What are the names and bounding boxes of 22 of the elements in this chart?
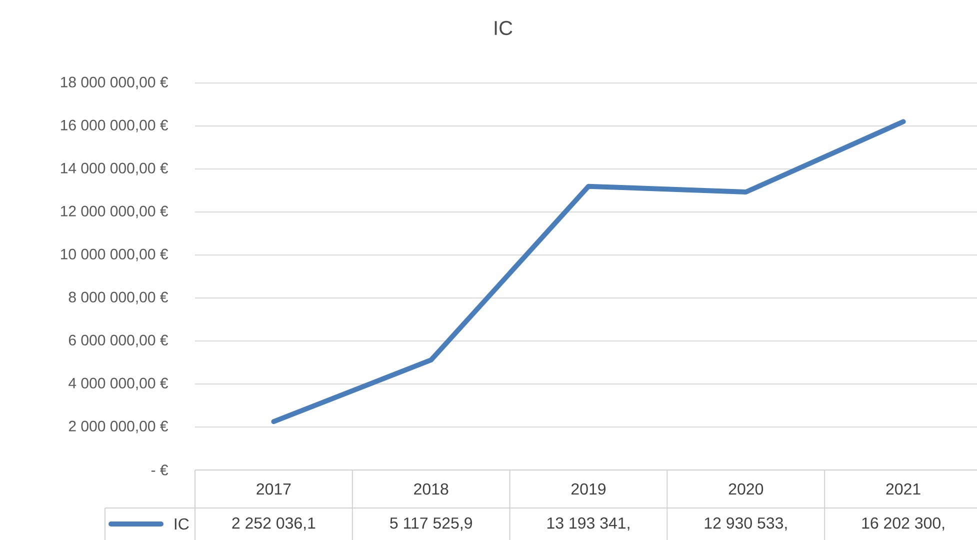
y-tick-label: 12 000 000,00 € [61, 206, 168, 218]
x-tick-label: 2019 [572, 483, 606, 495]
y-tick-label: 2 000 000,00 € [68, 420, 168, 434]
x-tick-label: 2021 [886, 483, 920, 495]
y-tick-label: 16 000 000,00 € [61, 120, 168, 132]
x-tick-label: 2018 [414, 483, 448, 495]
x-tick-label: 2017 [256, 483, 291, 495]
y-tick-label: 4 000 000,00 € [68, 378, 168, 390]
y-tick-label: 14 000 000,00 € [61, 162, 168, 176]
data-label: 16 202 300, [862, 517, 944, 531]
y-tick-label: 10 000 000,00 € [61, 248, 168, 262]
chart-title: IC [494, 20, 512, 36]
data-label: 5 117 525,9 [390, 517, 472, 531]
data-label: 2 252 036,1 [232, 517, 316, 531]
y-tick-label: 18 000 000,00 € [61, 76, 168, 90]
data-label: 13 193 341, [547, 517, 630, 531]
y-tick-label: 8 000 000,00 € [68, 292, 168, 304]
legend-label: IC [174, 518, 189, 530]
data-label: 12 930 533, [704, 517, 787, 531]
x-tick-label: 2020 [728, 483, 764, 495]
y-tick-label: - € [151, 464, 168, 476]
y-tick-label: 6 000 000,00 € [68, 334, 168, 348]
